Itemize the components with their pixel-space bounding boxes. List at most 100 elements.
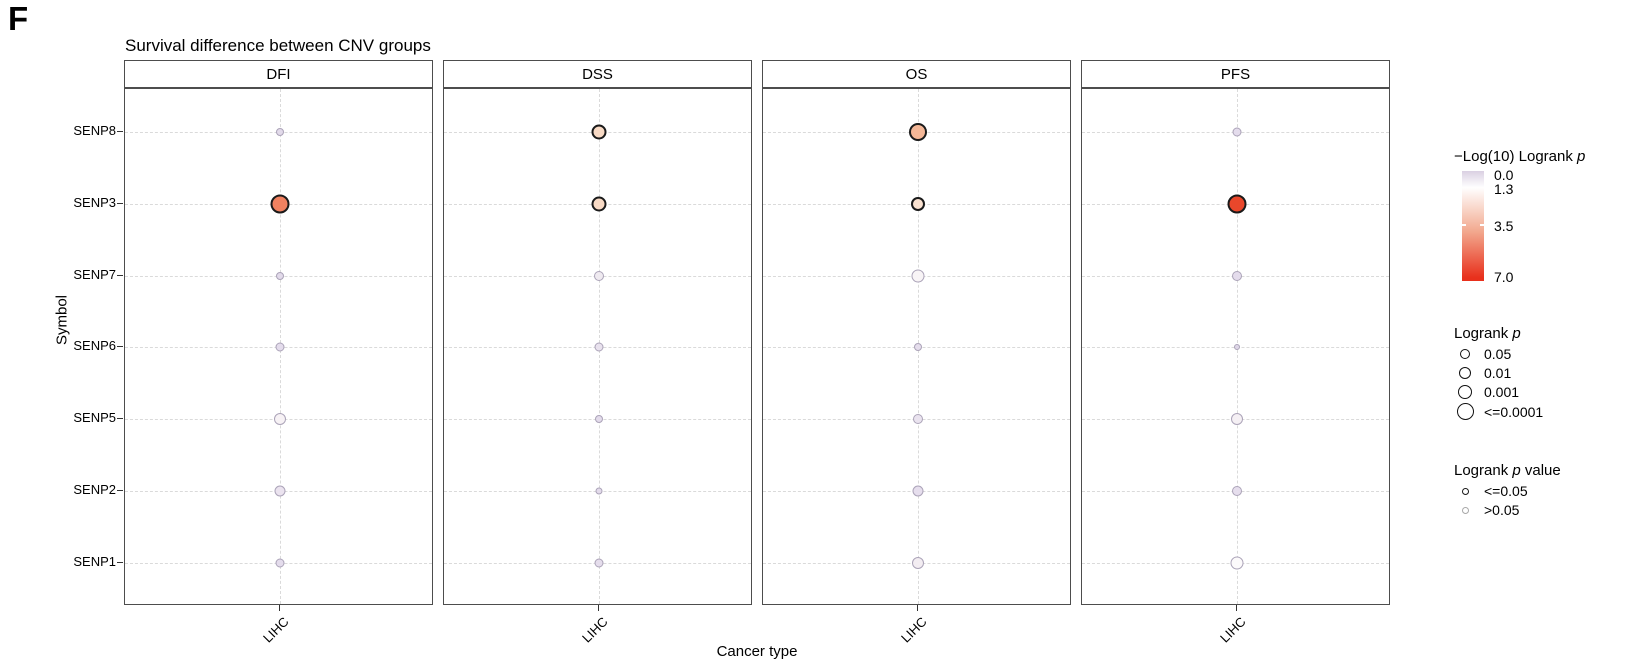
- facet-plot-area-pfs: [1081, 88, 1390, 605]
- legend: −Log(10) Logrank p 0.0 1.3 3.5 7.0 Logrank …: [1448, 148, 1630, 521]
- data-dot-pfs-senp1: [1230, 556, 1243, 570]
- data-dot-dss-senp6: [594, 342, 603, 352]
- significance-legend-title-text: Logrank: [1454, 462, 1513, 479]
- facet-header-dfi: DFI: [124, 60, 433, 88]
- y-tick-mark: [117, 562, 123, 563]
- data-dot-os-senp2: [912, 485, 923, 497]
- data-dot-pfs-senp5: [1230, 413, 1243, 425]
- y-tick-mark: [117, 203, 123, 204]
- significance-legend-title-suffix: value: [1520, 462, 1561, 479]
- significance-legend-title-p: p: [1512, 462, 1521, 479]
- size-legend-circle-box: [1454, 385, 1476, 399]
- data-dot-dss-senp1: [594, 558, 603, 568]
- data-dot-pfs-senp2: [1231, 486, 1242, 496]
- y-tick-mark: [117, 418, 123, 419]
- facet-panel-os: OS: [762, 60, 1071, 605]
- size-legend-circle-icon: [1459, 367, 1471, 379]
- color-gradient-bar: [1462, 171, 1484, 281]
- significance-legend-circle-box: [1454, 487, 1476, 495]
- size-legend-title-text: Logrank: [1454, 325, 1513, 342]
- data-dot-dfi-senp8: [275, 128, 284, 136]
- significance-legend-title: Logrank p value: [1454, 462, 1630, 479]
- data-dot-dfi-senp7: [275, 272, 284, 280]
- facet-panel-dfi: DFI: [124, 60, 433, 605]
- y-tick-label-senp2: SENP2: [73, 482, 116, 497]
- data-dot-os-senp3: [910, 197, 925, 211]
- data-dot-dss-senp8: [591, 124, 606, 140]
- data-dot-dfi-senp3: [270, 194, 289, 214]
- data-dot-dss-senp3: [591, 196, 606, 212]
- data-dot-pfs-senp3: [1227, 194, 1246, 214]
- size-legend-item: 0.01: [1454, 365, 1630, 381]
- data-dot-pfs-senp8: [1232, 127, 1241, 137]
- size-legend-item: 0.001: [1454, 384, 1630, 400]
- data-dot-dfi-senp2: [274, 485, 285, 497]
- significance-legend-circle-icon: [1461, 487, 1469, 495]
- size-legend-item-label: <=0.0001: [1484, 403, 1544, 420]
- data-dot-os-senp8: [908, 123, 927, 141]
- color-scale-tick-1.3: 1.3: [1494, 181, 1514, 197]
- color-legend-title-p: p: [1577, 148, 1586, 165]
- size-legend-circle-icon: [1460, 349, 1470, 359]
- significance-legend-item: <=0.05: [1454, 483, 1630, 499]
- y-tick-label-senp6: SENP6: [73, 338, 116, 353]
- facet-plot-area-os: [762, 88, 1071, 605]
- y-tick-mark: [117, 490, 123, 491]
- data-dot-dss-senp7: [593, 271, 604, 281]
- size-legend-circle-box: [1454, 403, 1476, 420]
- size-legend-item: <=0.0001: [1454, 403, 1630, 420]
- facet-plot-area-dfi: [124, 88, 433, 605]
- significance-legend-items: <=0.05 >0.05: [1448, 483, 1630, 518]
- facet-header-os: OS: [762, 60, 1071, 88]
- data-dot-dfi-senp6: [275, 342, 284, 352]
- size-legend-circle-icon: [1456, 403, 1474, 420]
- color-legend-bar-area: 0.0 1.3 3.5 7.0: [1462, 167, 1630, 291]
- significance-legend-item: >0.05: [1454, 502, 1630, 518]
- y-tick-mark: [117, 275, 123, 276]
- color-scale-notch: [1462, 224, 1466, 226]
- facet-header-label: DSS: [582, 65, 613, 83]
- data-dot-os-senp5: [912, 414, 923, 424]
- significance-legend-circle-icon: [1461, 506, 1469, 514]
- color-scale-tick-0.0: 0.0: [1494, 167, 1514, 183]
- facet-panel-dss: DSS: [443, 60, 752, 605]
- y-tick-label-senp5: SENP5: [73, 410, 116, 425]
- y-tick-mark: [117, 131, 123, 132]
- significance-legend-item-label: <=0.05: [1484, 483, 1528, 499]
- facet-panel-pfs: PFS: [1081, 60, 1390, 605]
- color-scale-notch: [1480, 224, 1484, 226]
- data-dot-dss-senp2: [595, 487, 602, 495]
- y-axis-title: Symbol: [53, 294, 71, 346]
- size-legend-item-label: 0.001: [1484, 384, 1520, 400]
- facet-plot-area-dss: [443, 88, 752, 605]
- data-dot-os-senp6: [913, 343, 922, 351]
- facet-header-label: DFI: [266, 65, 291, 83]
- size-legend-item-label: 0.01: [1484, 365, 1512, 381]
- x-tick-mark: [917, 605, 918, 611]
- significance-legend-item-label: >0.05: [1484, 502, 1520, 518]
- size-legend-circle-box: [1454, 349, 1476, 359]
- size-legend-circle-box: [1454, 367, 1476, 379]
- y-tick-mark: [117, 346, 123, 347]
- data-dot-pfs-senp6: [1233, 344, 1240, 350]
- data-dot-os-senp1: [911, 557, 924, 569]
- y-tick-label-senp3: SENP3: [73, 195, 116, 210]
- data-dot-dss-senp5: [594, 415, 603, 423]
- y-tick-label-senp7: SENP7: [73, 267, 116, 282]
- size-legend-title-p: p: [1512, 325, 1521, 342]
- x-tick-mark: [598, 605, 599, 611]
- x-tick-mark: [1236, 605, 1237, 611]
- facet-header-pfs: PFS: [1081, 60, 1390, 88]
- data-dot-os-senp7: [911, 269, 924, 283]
- significance-legend-circle-box: [1454, 506, 1476, 514]
- figure-panel-letter: F: [8, 0, 29, 37]
- size-legend-item-label: 0.05: [1484, 346, 1512, 362]
- facet-header-label: OS: [905, 65, 928, 83]
- size-legend-item: 0.05: [1454, 346, 1630, 362]
- x-axis-title: Cancer type: [716, 643, 798, 660]
- size-legend-title: Logrank p: [1454, 325, 1630, 342]
- data-dot-dfi-senp5: [273, 413, 286, 425]
- size-legend-circle-icon: [1458, 385, 1472, 399]
- facet-header-label: PFS: [1220, 65, 1251, 83]
